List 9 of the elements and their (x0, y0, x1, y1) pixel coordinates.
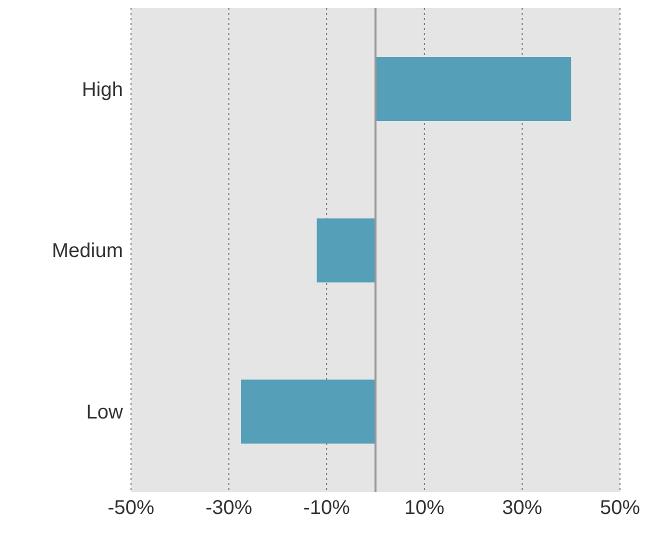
x-tick-label: 10% (404, 497, 445, 520)
x-tick-label: 30% (502, 497, 542, 520)
y-tick-label: Low (86, 401, 124, 424)
y-tick-label: High (82, 78, 123, 101)
x-tick-label: -10% (303, 497, 350, 520)
x-tick-label: 50% (600, 497, 640, 520)
y-tick-label: Medium (52, 240, 123, 262)
x-tick-label: -50% (108, 497, 155, 520)
x-tick-label: -30% (205, 497, 252, 520)
